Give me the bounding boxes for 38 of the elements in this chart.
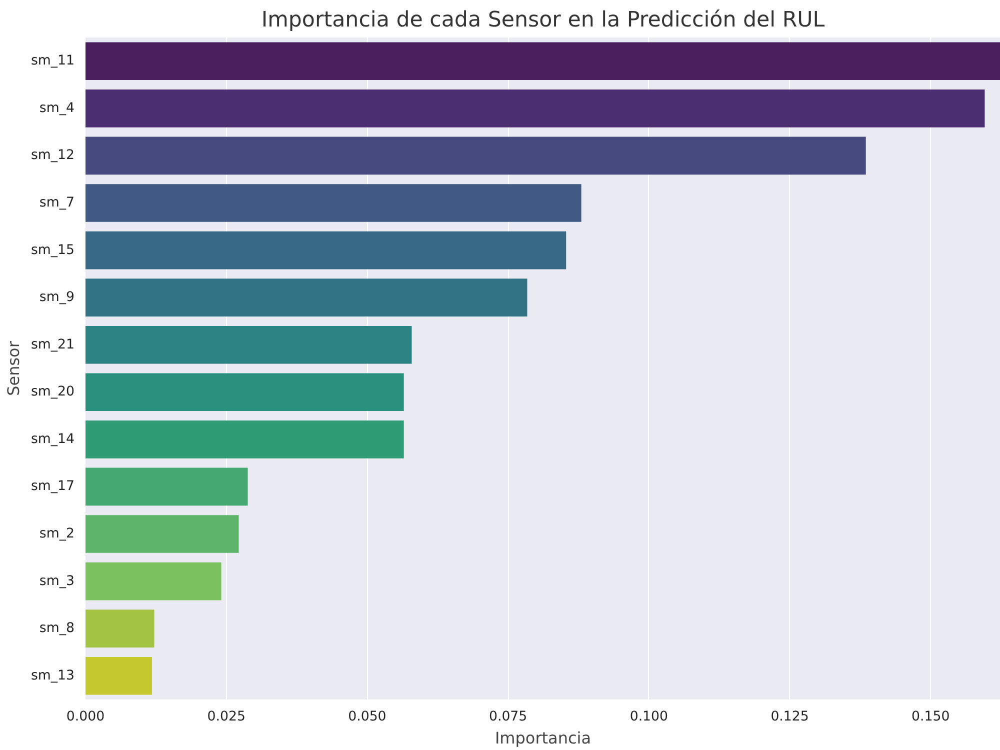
x-axis-title: Importancia [494,728,592,748]
y-tick-label: sm_17 [30,479,75,494]
bar [86,562,222,600]
bar [86,420,404,458]
y-tick-label: sm_2 [39,526,75,542]
bar [86,468,248,506]
x-tick-label: 0.125 [770,710,809,724]
x-tick-label: 0.100 [630,710,668,724]
bar [86,184,582,222]
bar [86,231,566,270]
x-tick-label: 0.150 [912,710,950,724]
bar [86,610,154,648]
bar [86,42,1000,80]
y-tick-label: sm_13 [30,668,75,684]
bar [86,278,528,316]
y-tick-label: sm_11 [30,54,75,69]
y-tick-label: sm_8 [39,621,75,636]
y-axis-title: Sensor [4,340,23,396]
y-tick-label: sm_7 [39,196,75,210]
bar [86,90,985,128]
x-tick-label: 0.025 [207,710,246,724]
x-tick-label: 0.075 [488,710,528,724]
y-tick-label: sm_14 [30,432,75,447]
y-tick-label: sm_21 [30,337,75,352]
chart-title: Importancia de cada Sensor en la Predicción del RUL [261,8,825,32]
bar [86,326,412,364]
y-tick-label: sm_15 [30,242,75,258]
bar [86,373,404,412]
y-tick-label: sm_4 [39,100,75,116]
y-tick-label: sm_12 [30,148,75,164]
x-tick-label: 0.000 [66,710,105,724]
y-tick-label: sm_3 [39,574,75,589]
bar [86,515,239,553]
y-tick-label: sm_9 [39,290,75,306]
bar [86,136,866,175]
y-tick-label: sm_20 [30,384,75,400]
bar [86,656,152,695]
x-tick-label: 0.050 [348,710,386,724]
